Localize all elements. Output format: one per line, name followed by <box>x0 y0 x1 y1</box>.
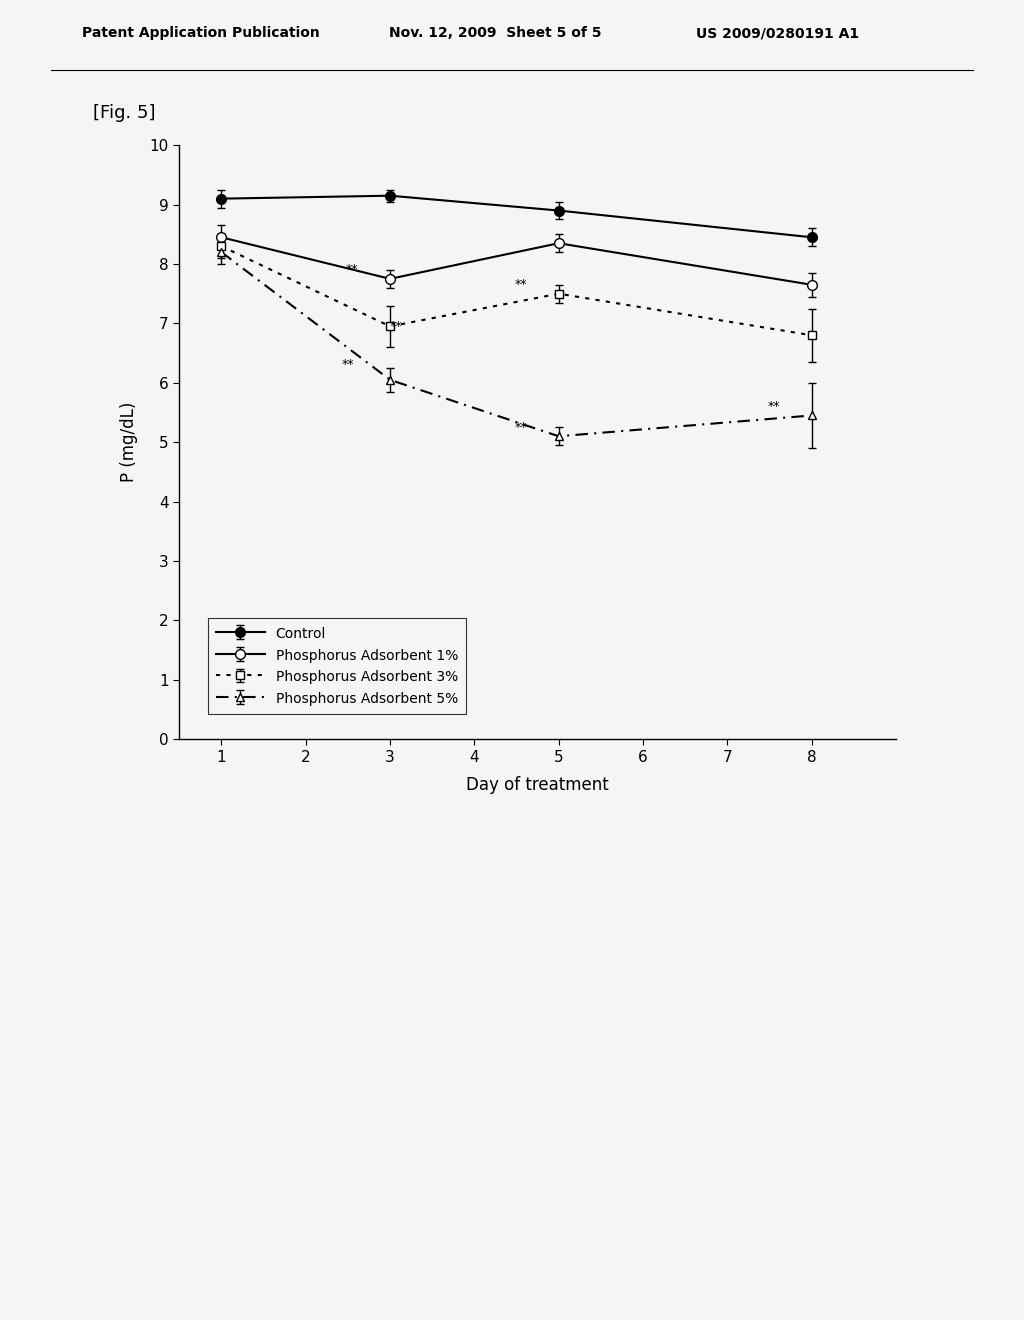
Text: **: ** <box>342 359 354 371</box>
Text: **: ** <box>390 319 402 333</box>
Text: US 2009/0280191 A1: US 2009/0280191 A1 <box>696 26 859 41</box>
X-axis label: Day of treatment: Day of treatment <box>466 776 609 793</box>
Y-axis label: P (mg/dL): P (mg/dL) <box>121 403 138 482</box>
Text: **: ** <box>514 421 527 434</box>
Text: **: ** <box>346 264 358 276</box>
Text: Patent Application Publication: Patent Application Publication <box>82 26 319 41</box>
Legend: Control, Phosphorus Adsorbent 1%, Phosphorus Adsorbent 3%, Phosphorus Adsorbent : Control, Phosphorus Adsorbent 1%, Phosph… <box>208 618 466 714</box>
Text: **: ** <box>514 279 527 292</box>
Text: [Fig. 5]: [Fig. 5] <box>93 103 156 121</box>
Text: Nov. 12, 2009  Sheet 5 of 5: Nov. 12, 2009 Sheet 5 of 5 <box>389 26 602 41</box>
Text: **: ** <box>767 400 780 413</box>
